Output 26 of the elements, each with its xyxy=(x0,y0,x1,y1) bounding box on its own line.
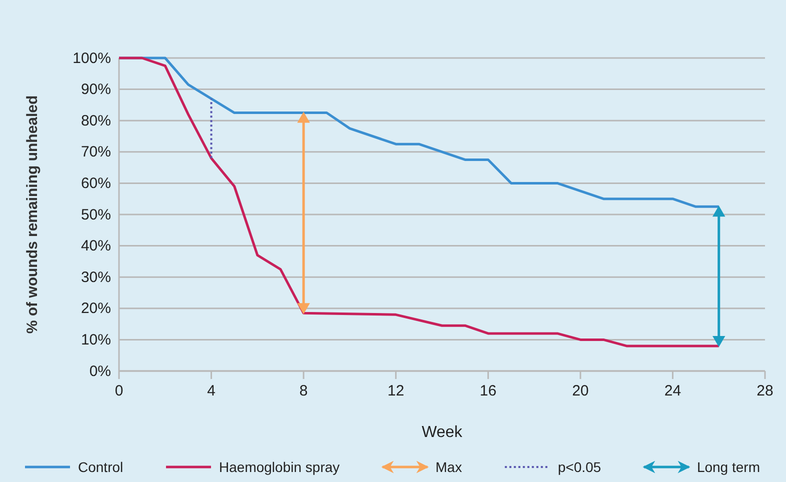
x-tick-label: 28 xyxy=(756,382,774,400)
y-tick-label: 40% xyxy=(80,238,111,255)
y-tick-label: 90% xyxy=(80,81,111,98)
y-tick-label: 0% xyxy=(89,362,111,380)
y-tick-label: 30% xyxy=(80,268,111,286)
y-tick-label: 50% xyxy=(80,206,111,224)
x-tick-label: 16 xyxy=(480,382,496,400)
legend-label: Haemoglobin spray xyxy=(219,459,340,475)
legend-label: Control xyxy=(78,459,124,475)
y-tick-label: 10% xyxy=(80,332,111,348)
x-tick-label: 12 xyxy=(388,382,404,400)
y-tick-label: 80% xyxy=(80,112,111,130)
legend-label: p<0.05 xyxy=(558,459,602,475)
x-axis-title: Week xyxy=(422,424,464,441)
y-axis-title: % of wounds remaining unhealed xyxy=(24,95,41,334)
legend-label: Max xyxy=(436,459,462,475)
x-tick-label: 0 xyxy=(114,382,124,400)
y-tick-label: 60% xyxy=(80,175,111,192)
x-tick-label: 20 xyxy=(572,382,589,400)
x-tick-label: 4 xyxy=(207,382,216,400)
x-tick-label: 8 xyxy=(299,382,308,400)
y-tick-label: 70% xyxy=(80,144,111,161)
legend-label: Long term xyxy=(696,459,760,475)
x-tick-label: 24 xyxy=(664,382,682,400)
y-tick-label: 100% xyxy=(72,50,111,67)
y-tick-label: 20% xyxy=(80,300,111,318)
